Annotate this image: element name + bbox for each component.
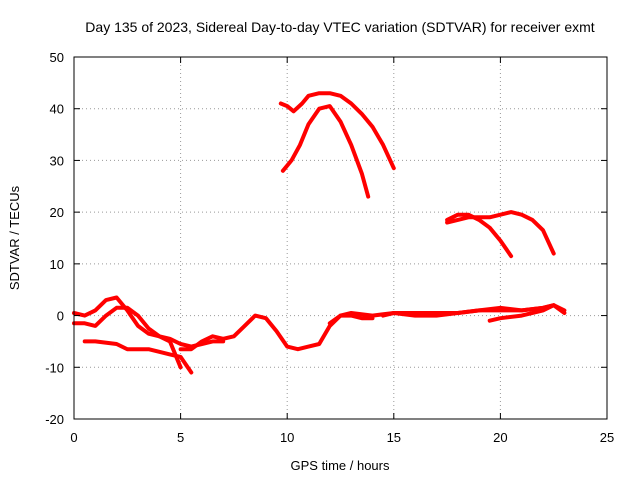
y-tick-label: -20 <box>45 412 64 427</box>
series-line-arc-2 <box>72 295 183 370</box>
grid <box>74 57 607 419</box>
y-axis-label: SDTVAR / TECUs <box>7 185 22 290</box>
plot-frame <box>73 56 608 420</box>
y-tick-label: 20 <box>50 205 64 220</box>
x-tick-label: 10 <box>280 430 294 445</box>
x-tick-label: 15 <box>387 430 401 445</box>
series-line-arc-8 <box>278 91 396 171</box>
x-tick-label: 0 <box>70 430 77 445</box>
series-line-arc-11 <box>445 212 514 259</box>
y-tick-label: 40 <box>50 102 64 117</box>
series-line-arc-10 <box>445 210 556 256</box>
axis-ticks: 0 5 10 15 20 25 -20 -10 0 10 20 30 40 50 <box>45 50 614 445</box>
y-tick-label: 50 <box>50 50 64 65</box>
y-tick-label: 10 <box>50 257 64 272</box>
y-tick-label: 0 <box>57 309 64 324</box>
series-line-arc-7 <box>487 303 556 323</box>
series-group <box>72 91 567 375</box>
x-axis-label: GPS time / hours <box>291 458 390 473</box>
x-tick-label: 5 <box>177 430 184 445</box>
x-tick-label: 20 <box>493 430 507 445</box>
y-tick-label: 30 <box>50 153 64 168</box>
y-tick-label: -10 <box>45 360 64 375</box>
chart-title: Day 135 of 2023, Sidereal Day-to-day VTE… <box>85 19 594 35</box>
series-line-arc-9 <box>280 104 371 199</box>
x-tick-label: 25 <box>600 430 614 445</box>
series-line-arc-3 <box>82 339 194 375</box>
